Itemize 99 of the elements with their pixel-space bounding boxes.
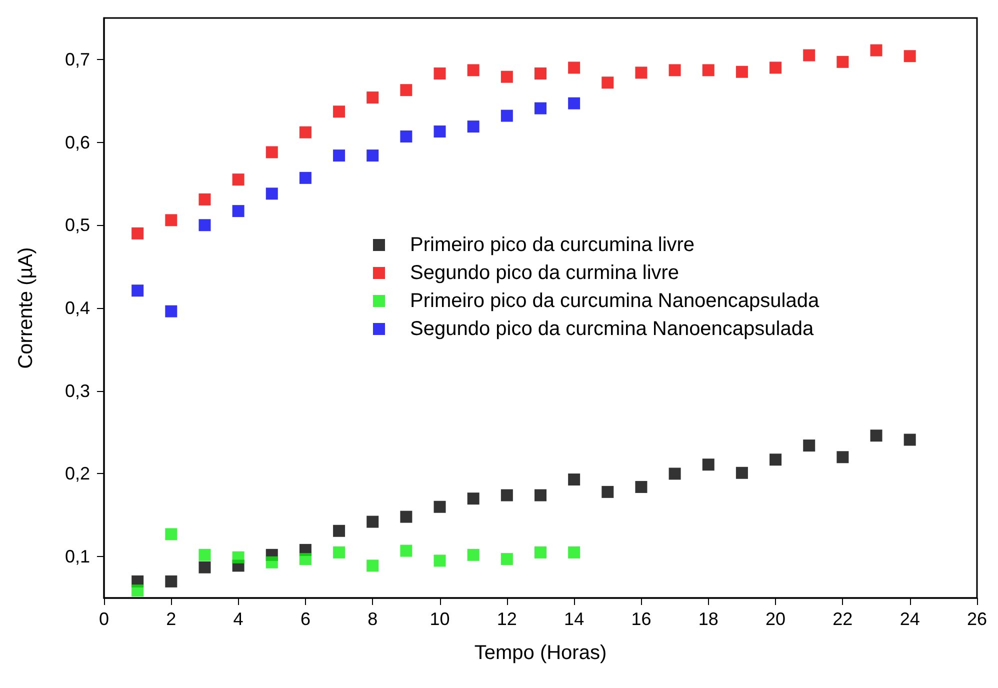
point <box>904 50 916 62</box>
point <box>467 120 480 133</box>
point <box>232 174 244 186</box>
y-tick-label: 0,6 <box>64 132 90 152</box>
point <box>904 434 916 446</box>
point <box>266 188 278 200</box>
point <box>500 110 513 122</box>
point <box>132 584 144 597</box>
point <box>266 556 278 568</box>
point <box>400 510 412 523</box>
y-tick-label: 0,4 <box>64 298 90 318</box>
point <box>400 544 412 557</box>
point <box>198 548 211 561</box>
x-tick-label: 10 <box>430 609 450 629</box>
point <box>500 553 513 566</box>
x-tick-label: 2 <box>166 609 176 629</box>
point <box>602 76 614 89</box>
point <box>467 64 480 76</box>
point <box>400 130 412 142</box>
point <box>770 454 782 466</box>
point <box>434 554 446 567</box>
point <box>870 44 882 56</box>
point <box>534 489 546 502</box>
x-tick-label: 24 <box>900 609 920 629</box>
point <box>702 64 714 76</box>
point <box>668 468 681 480</box>
point <box>232 551 244 564</box>
point <box>434 500 446 513</box>
point <box>467 548 480 561</box>
point <box>803 440 816 452</box>
point <box>165 305 178 318</box>
y-tick-label: 0,1 <box>64 546 90 567</box>
point <box>568 62 580 74</box>
point <box>132 227 144 240</box>
point <box>333 546 346 558</box>
x-tick-label: 14 <box>564 609 584 629</box>
point <box>568 546 580 558</box>
x-axis-title: Tempo (Horas) <box>474 642 607 664</box>
y-tick-label: 0,2 <box>64 464 90 484</box>
point <box>534 102 546 114</box>
point <box>400 84 412 96</box>
point <box>534 546 546 558</box>
x-tick-label: 20 <box>766 609 786 629</box>
point <box>568 97 580 110</box>
point <box>736 66 748 78</box>
x-tick-label: 0 <box>98 609 110 629</box>
y-tick-label: 0,5 <box>64 215 90 236</box>
point <box>602 486 614 498</box>
y-axis-title: Corrente (µA) <box>15 247 37 369</box>
point <box>635 480 648 493</box>
point <box>770 62 782 74</box>
point <box>198 193 211 206</box>
point <box>534 68 546 80</box>
point <box>299 553 312 566</box>
point <box>366 560 379 572</box>
x-tick-label: 4 <box>233 609 244 629</box>
y-tick-label: 0,3 <box>64 380 90 401</box>
legend-label: Segundo pico da curcmina Nanoencapsulada <box>410 318 814 340</box>
point <box>299 126 312 138</box>
point <box>568 474 580 486</box>
point <box>333 106 346 118</box>
point <box>132 284 144 297</box>
point <box>232 205 244 218</box>
point <box>266 146 278 158</box>
point <box>836 56 849 68</box>
point <box>803 49 816 62</box>
point <box>198 561 211 574</box>
x-tick-label: 6 <box>300 609 310 629</box>
legend-label: Primeiro pico da curcumina livre <box>410 234 695 256</box>
point <box>736 466 748 479</box>
point <box>500 70 513 83</box>
point <box>635 66 648 79</box>
y-tick-label: 0,7 <box>64 49 90 70</box>
point <box>198 219 211 232</box>
point <box>165 214 178 226</box>
point <box>668 64 681 76</box>
x-tick-label: 22 <box>832 609 853 629</box>
point <box>434 126 446 138</box>
x-tick-label: 8 <box>368 609 378 629</box>
point <box>702 458 714 471</box>
point <box>467 492 480 505</box>
legend-label: Segundo pico da curmina livre <box>410 262 680 284</box>
point <box>165 575 178 588</box>
point <box>366 92 379 104</box>
x-tick-label: 12 <box>496 609 517 629</box>
point <box>500 489 513 502</box>
point <box>836 451 849 464</box>
point <box>333 150 346 162</box>
point <box>870 430 882 442</box>
point <box>333 524 346 537</box>
point <box>366 516 379 528</box>
x-tick-label: 18 <box>698 609 718 629</box>
x-tick-label: 16 <box>631 609 652 629</box>
point <box>434 68 446 80</box>
point <box>165 528 178 540</box>
legend-label: Primeiro pico da curcumina Nanoencapsulada <box>410 290 820 312</box>
point <box>366 150 379 162</box>
point <box>299 172 312 184</box>
x-tick-label: 26 <box>966 609 988 629</box>
